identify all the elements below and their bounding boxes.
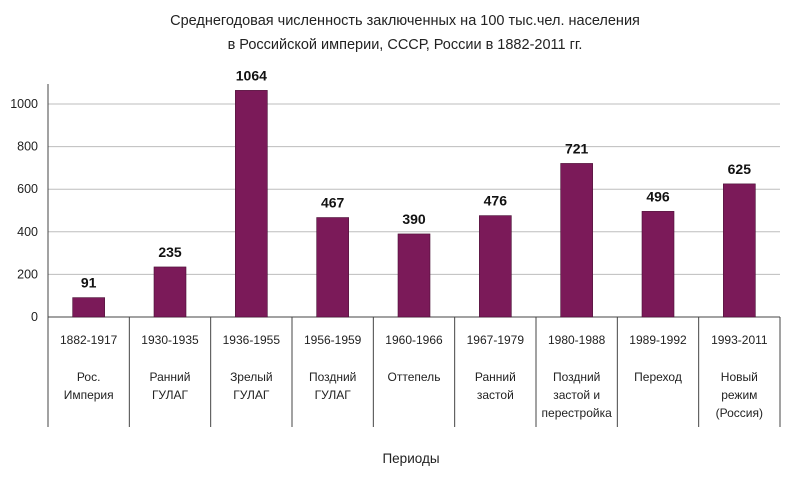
x-tick-years: 1956-1959 bbox=[304, 333, 362, 347]
x-tick-period-label: режим bbox=[721, 388, 757, 402]
data-label: 496 bbox=[646, 188, 670, 204]
x-tick-period-label: Переход bbox=[634, 370, 682, 384]
x-tick-period-label: перестройка bbox=[542, 406, 613, 420]
y-tick-label: 800 bbox=[17, 140, 38, 154]
y-tick-label: 600 bbox=[17, 182, 38, 196]
bar bbox=[723, 183, 756, 318]
x-tick-period-label: ГУЛАГ bbox=[315, 388, 352, 402]
bar bbox=[153, 266, 187, 318]
x-tick-period-label: Империя bbox=[64, 388, 114, 402]
bar bbox=[397, 233, 431, 318]
x-tick-period-label: застой bbox=[477, 388, 514, 402]
category-table: 1882-1917 Рос. Империя 1930-1935 Ранний ГУЛАГ… bbox=[60, 317, 781, 427]
x-tick-period-label: Оттепель bbox=[388, 370, 441, 384]
x-tick-years: 1989-1992 bbox=[629, 333, 687, 347]
chart-title: Среднегодовая численность заключенных на… bbox=[170, 13, 640, 29]
x-tick-period-label: застой и bbox=[553, 388, 600, 402]
x-tick-period-label: Ранний bbox=[475, 370, 516, 384]
x-tick-years: 1882-1917 bbox=[60, 333, 118, 347]
bar bbox=[641, 211, 675, 318]
y-tick-label: 200 bbox=[17, 267, 38, 281]
x-tick-years: 1980-1988 bbox=[548, 333, 606, 347]
bar bbox=[235, 90, 268, 318]
x-tick-period-label: Поздний bbox=[309, 370, 356, 384]
data-label: 235 bbox=[158, 244, 182, 260]
x-tick-period-label: Зрелый bbox=[230, 370, 273, 384]
data-label: 467 bbox=[321, 195, 345, 211]
x-tick-period-label: Новый bbox=[721, 370, 758, 384]
x-tick-years: 1993-2011 bbox=[711, 333, 768, 347]
x-tick-period-label: ГУЛАГ bbox=[233, 388, 270, 402]
x-tick-period-label: ГУЛАГ bbox=[152, 388, 189, 402]
data-label: 721 bbox=[565, 140, 589, 156]
bar bbox=[72, 297, 105, 318]
bar bbox=[479, 215, 512, 318]
x-tick-period-label: Поздний bbox=[553, 370, 600, 384]
bar bbox=[316, 217, 349, 318]
y-tick-label: 0 bbox=[31, 310, 38, 324]
bars: 91 235 1064 467 390 476 721 496 625 bbox=[72, 67, 756, 318]
x-tick-period-label: Ранний bbox=[150, 370, 191, 384]
x-tick-years: 1930-1935 bbox=[141, 333, 199, 347]
chart-subtitle: в Российской империи, СССР, России в 188… bbox=[228, 37, 583, 53]
y-tick-label: 400 bbox=[17, 225, 38, 239]
x-tick-years: 1960-1966 bbox=[385, 333, 443, 347]
data-label: 91 bbox=[81, 275, 97, 291]
x-tick-period-label: (Россия) bbox=[716, 406, 763, 420]
bar bbox=[560, 163, 593, 318]
data-label: 476 bbox=[484, 193, 508, 209]
y-tick-label: 1000 bbox=[10, 97, 38, 111]
x-tick-period-label: Рос. bbox=[77, 370, 100, 384]
data-label: 1064 bbox=[236, 67, 267, 83]
data-label: 390 bbox=[402, 211, 426, 227]
data-label: 625 bbox=[728, 161, 752, 177]
x-tick-years: 1936-1955 bbox=[223, 333, 281, 347]
x-axis-title: Периоды bbox=[382, 451, 439, 466]
x-tick-years: 1967-1979 bbox=[467, 333, 525, 347]
